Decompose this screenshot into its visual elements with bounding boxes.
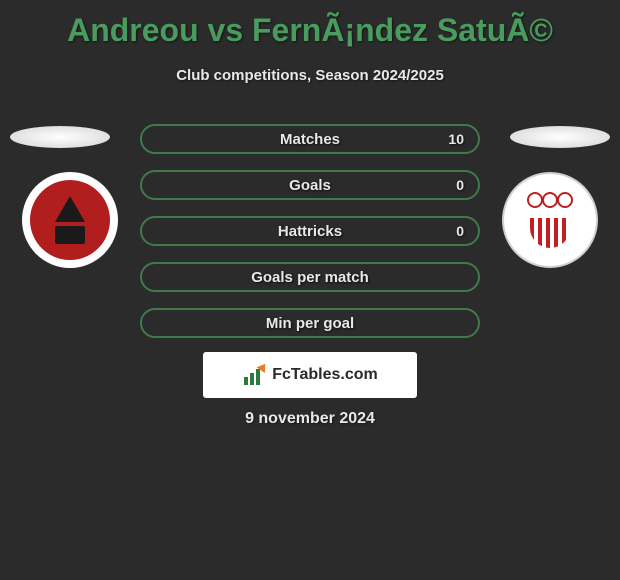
stat-row-min-per-goal: Min per goal <box>140 308 480 338</box>
club-badge-left-inner <box>30 180 110 260</box>
stat-label: Goals <box>289 177 331 194</box>
stat-label: Matches <box>280 131 340 148</box>
player-right-placeholder <box>510 126 610 148</box>
branding-text: FcTables.com <box>272 366 378 384</box>
stat-row-goals: Goals 0 <box>140 170 480 200</box>
stat-label: Goals per match <box>251 269 369 286</box>
stat-label: Min per goal <box>266 315 354 332</box>
badge-left-triangle <box>55 196 85 222</box>
bar-icon <box>250 373 254 385</box>
stat-value-right: 0 <box>456 177 464 193</box>
club-badge-left <box>22 172 118 268</box>
chart-icon <box>242 365 266 385</box>
ring-icon <box>542 192 558 208</box>
comparison-subtitle: Club competitions, Season 2024/2025 <box>0 67 620 84</box>
stat-value-right: 0 <box>456 223 464 239</box>
stat-value-right: 10 <box>448 131 464 147</box>
stats-container: Matches 10 Goals 0 Hattricks 0 Goals per… <box>140 124 480 354</box>
badge-right-stripes <box>530 218 570 248</box>
comparison-title: Andreou vs FernÃ¡ndez SatuÃ© <box>0 0 620 49</box>
stat-label: Hattricks <box>278 223 342 240</box>
stat-row-goals-per-match: Goals per match <box>140 262 480 292</box>
club-badge-right <box>502 172 598 268</box>
player-left-placeholder <box>10 126 110 148</box>
club-badge-right-inner <box>515 185 585 255</box>
date-label: 9 november 2024 <box>0 410 620 428</box>
badge-right-rings <box>527 192 573 214</box>
ring-icon <box>527 192 543 208</box>
badge-left-base <box>55 226 85 244</box>
stat-row-matches: Matches 10 <box>140 124 480 154</box>
stat-row-hattricks: Hattricks 0 <box>140 216 480 246</box>
bar-icon <box>256 369 260 385</box>
bar-icon <box>244 377 248 385</box>
branding-box[interactable]: FcTables.com <box>203 352 417 398</box>
ring-icon <box>557 192 573 208</box>
